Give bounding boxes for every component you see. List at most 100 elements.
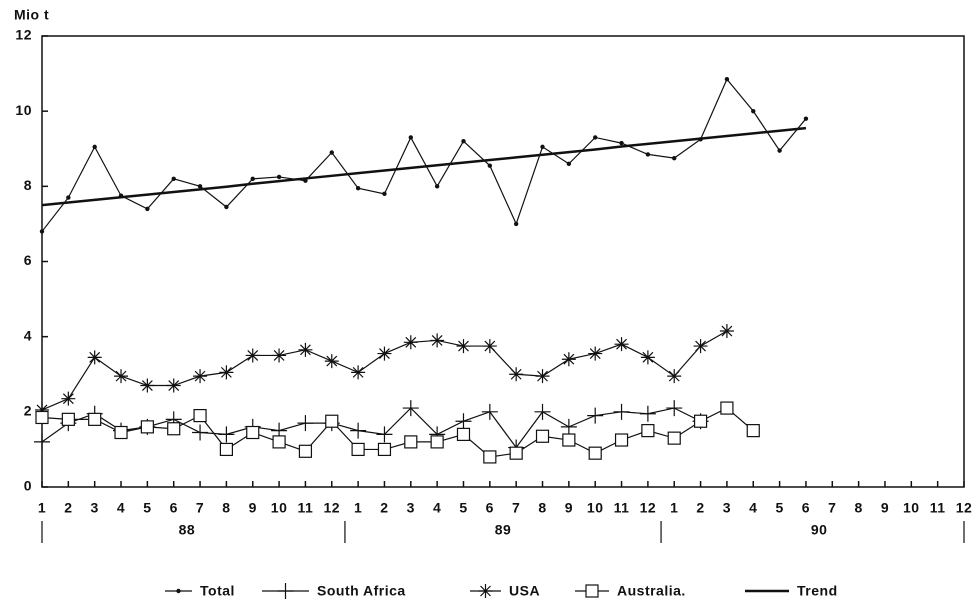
legend-label: Australia.: [617, 583, 686, 599]
marker: [614, 337, 629, 352]
marker: [641, 424, 655, 438]
marker: [350, 422, 367, 439]
marker: [585, 584, 599, 598]
marker: [140, 378, 155, 393]
marker: [167, 422, 181, 436]
marker: [639, 405, 656, 422]
marker: [88, 412, 102, 426]
x-tick-label: 11: [930, 500, 946, 516]
y-tick-label: 4: [24, 327, 32, 343]
series-line: [41, 126, 807, 207]
marker: [176, 588, 181, 594]
marker: [35, 402, 49, 417]
x-tick-label: 1: [670, 500, 678, 516]
marker: [376, 426, 393, 443]
legend-label: Trend: [797, 583, 838, 599]
marker: [61, 391, 76, 406]
marker: [724, 77, 730, 82]
marker: [193, 369, 208, 384]
marker: [377, 442, 392, 457]
marker: [481, 403, 498, 420]
x-tick-label: 9: [249, 500, 257, 516]
marker: [272, 348, 287, 363]
legend-label: USA: [509, 583, 540, 599]
marker: [667, 369, 682, 384]
x-tick-label: 11: [614, 500, 630, 516]
x-tick-label: 5: [459, 500, 467, 516]
x-tick-label: 10: [271, 500, 288, 516]
marker: [751, 108, 756, 114]
x-tick-label: 5: [143, 500, 151, 516]
marker: [140, 420, 154, 434]
marker: [720, 401, 734, 415]
x-tick-label: 5: [775, 500, 783, 516]
marker: [329, 150, 334, 155]
marker: [351, 442, 365, 457]
marker: [297, 415, 314, 432]
marker: [430, 333, 445, 348]
marker: [513, 221, 519, 227]
marker: [325, 414, 339, 428]
marker: [92, 144, 97, 150]
marker: [719, 324, 734, 339]
x-tick-label: 3: [91, 500, 99, 516]
marker: [561, 352, 576, 367]
marker: [693, 339, 708, 354]
marker: [478, 584, 493, 598]
legend-label: South Africa: [317, 583, 406, 599]
marker: [114, 369, 129, 384]
marker: [298, 342, 313, 357]
marker: [487, 163, 493, 168]
x-tick-label: 2: [696, 500, 704, 516]
x-tick-label: 12: [640, 500, 657, 516]
series-line: [41, 330, 728, 411]
marker: [35, 410, 49, 425]
y-tick-label: 0: [24, 478, 32, 494]
x-tick-label: 12: [956, 500, 973, 516]
marker: [645, 152, 651, 157]
marker: [540, 144, 545, 150]
marker: [355, 186, 361, 191]
marker: [746, 424, 760, 438]
marker: [246, 425, 260, 440]
marker: [218, 426, 235, 443]
x-tick-label: 8: [538, 500, 546, 516]
marker: [560, 418, 577, 435]
marker: [171, 176, 176, 182]
marker: [562, 433, 576, 447]
group-label: 88: [179, 522, 196, 538]
marker: [693, 414, 708, 428]
marker: [483, 450, 497, 464]
series-line: [41, 407, 754, 458]
marker: [535, 429, 550, 443]
marker: [224, 204, 229, 210]
marker: [588, 446, 602, 460]
x-tick-label: 9: [565, 500, 573, 516]
legend-label: Total: [200, 583, 235, 599]
marker: [666, 400, 683, 417]
x-tick-label: 3: [407, 500, 415, 516]
x-tick-label: 4: [433, 500, 441, 516]
marker: [509, 446, 523, 460]
marker: [272, 435, 286, 449]
x-tick-label: 6: [486, 500, 494, 516]
marker: [193, 408, 207, 423]
marker: [403, 335, 418, 350]
y-tick-label: 10: [15, 102, 32, 118]
marker: [534, 403, 551, 420]
x-tick-label: 1: [354, 500, 362, 516]
y-tick-label: 8: [24, 177, 32, 193]
marker: [535, 369, 550, 384]
marker: [430, 435, 444, 449]
x-tick-label: 6: [170, 500, 178, 516]
x-tick-label: 7: [828, 500, 836, 516]
x-tick-label: 4: [749, 500, 757, 516]
x-tick-label: 2: [64, 500, 72, 516]
marker: [192, 424, 209, 441]
marker: [667, 431, 681, 445]
y-tick-label: 6: [24, 252, 32, 268]
marker: [482, 339, 497, 354]
marker: [672, 155, 677, 161]
x-tick-label: 10: [903, 500, 920, 516]
